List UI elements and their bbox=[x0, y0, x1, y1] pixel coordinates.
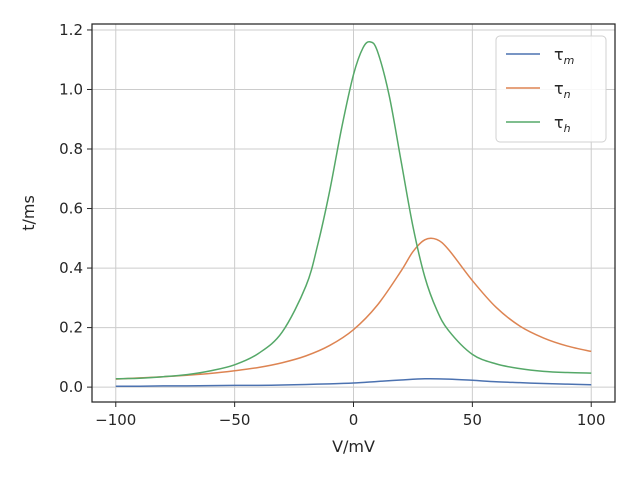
series-line bbox=[115, 377, 592, 387]
legend-label: τh bbox=[554, 113, 571, 135]
y-tick-label: 0.0 bbox=[59, 378, 83, 396]
legend-label: τm bbox=[554, 45, 574, 67]
y-tick-label: 0.8 bbox=[59, 140, 83, 158]
legend-box bbox=[495, 35, 607, 143]
legend-label: τn bbox=[554, 79, 571, 101]
y-axis-label: t/ms bbox=[19, 195, 38, 231]
x-tick-label: −50 bbox=[219, 411, 251, 429]
axis-ticks: −100 −50 0 50 100 0.0 0.2 0.4 0.6 0.8 1.0 1.2 bbox=[59, 21, 605, 429]
x-tick-label: −100 bbox=[95, 411, 136, 429]
y-tick-label: 0.6 bbox=[59, 200, 83, 218]
series-line bbox=[115, 41, 592, 380]
series-line bbox=[115, 237, 592, 380]
x-tick-label: 50 bbox=[463, 411, 482, 429]
series-lines bbox=[115, 41, 592, 387]
x-tick-label: 0 bbox=[349, 411, 359, 429]
y-tick-label: 1.0 bbox=[59, 80, 83, 98]
legend: τm τn τh bbox=[495, 35, 607, 143]
x-tick-label: 100 bbox=[577, 411, 606, 429]
grid bbox=[92, 24, 615, 402]
y-tick-label: 1.2 bbox=[59, 21, 83, 39]
y-tick-label: 0.2 bbox=[59, 319, 83, 337]
y-tick-label: 0.4 bbox=[59, 259, 83, 277]
x-axis-label: V/mV bbox=[332, 437, 375, 456]
